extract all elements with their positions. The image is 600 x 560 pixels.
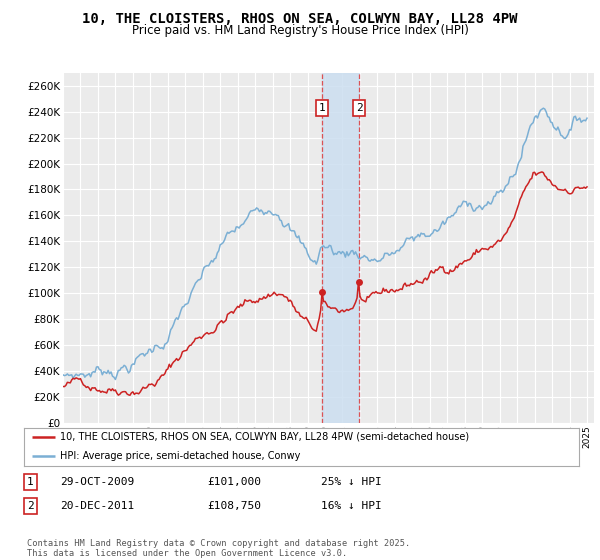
Text: £101,000: £101,000 [207, 477, 261, 487]
Text: 10, THE CLOISTERS, RHOS ON SEA, COLWYN BAY, LL28 4PW: 10, THE CLOISTERS, RHOS ON SEA, COLWYN B… [82, 12, 518, 26]
Text: 1: 1 [27, 477, 34, 487]
Text: £108,750: £108,750 [207, 501, 261, 511]
Text: 16% ↓ HPI: 16% ↓ HPI [321, 501, 382, 511]
Text: Contains HM Land Registry data © Crown copyright and database right 2025.
This d: Contains HM Land Registry data © Crown c… [27, 539, 410, 558]
Text: 29-OCT-2009: 29-OCT-2009 [60, 477, 134, 487]
Text: 10, THE CLOISTERS, RHOS ON SEA, COLWYN BAY, LL28 4PW (semi-detached house): 10, THE CLOISTERS, RHOS ON SEA, COLWYN B… [60, 432, 469, 442]
Text: 25% ↓ HPI: 25% ↓ HPI [321, 477, 382, 487]
Text: 2: 2 [356, 103, 362, 113]
Text: 2: 2 [27, 501, 34, 511]
Text: HPI: Average price, semi-detached house, Conwy: HPI: Average price, semi-detached house,… [60, 451, 301, 461]
Bar [322, 73, 359, 423]
Text: 1: 1 [319, 103, 325, 113]
Text: Price paid vs. HM Land Registry's House Price Index (HPI): Price paid vs. HM Land Registry's House … [131, 24, 469, 37]
Text: 20-DEC-2011: 20-DEC-2011 [60, 501, 134, 511]
